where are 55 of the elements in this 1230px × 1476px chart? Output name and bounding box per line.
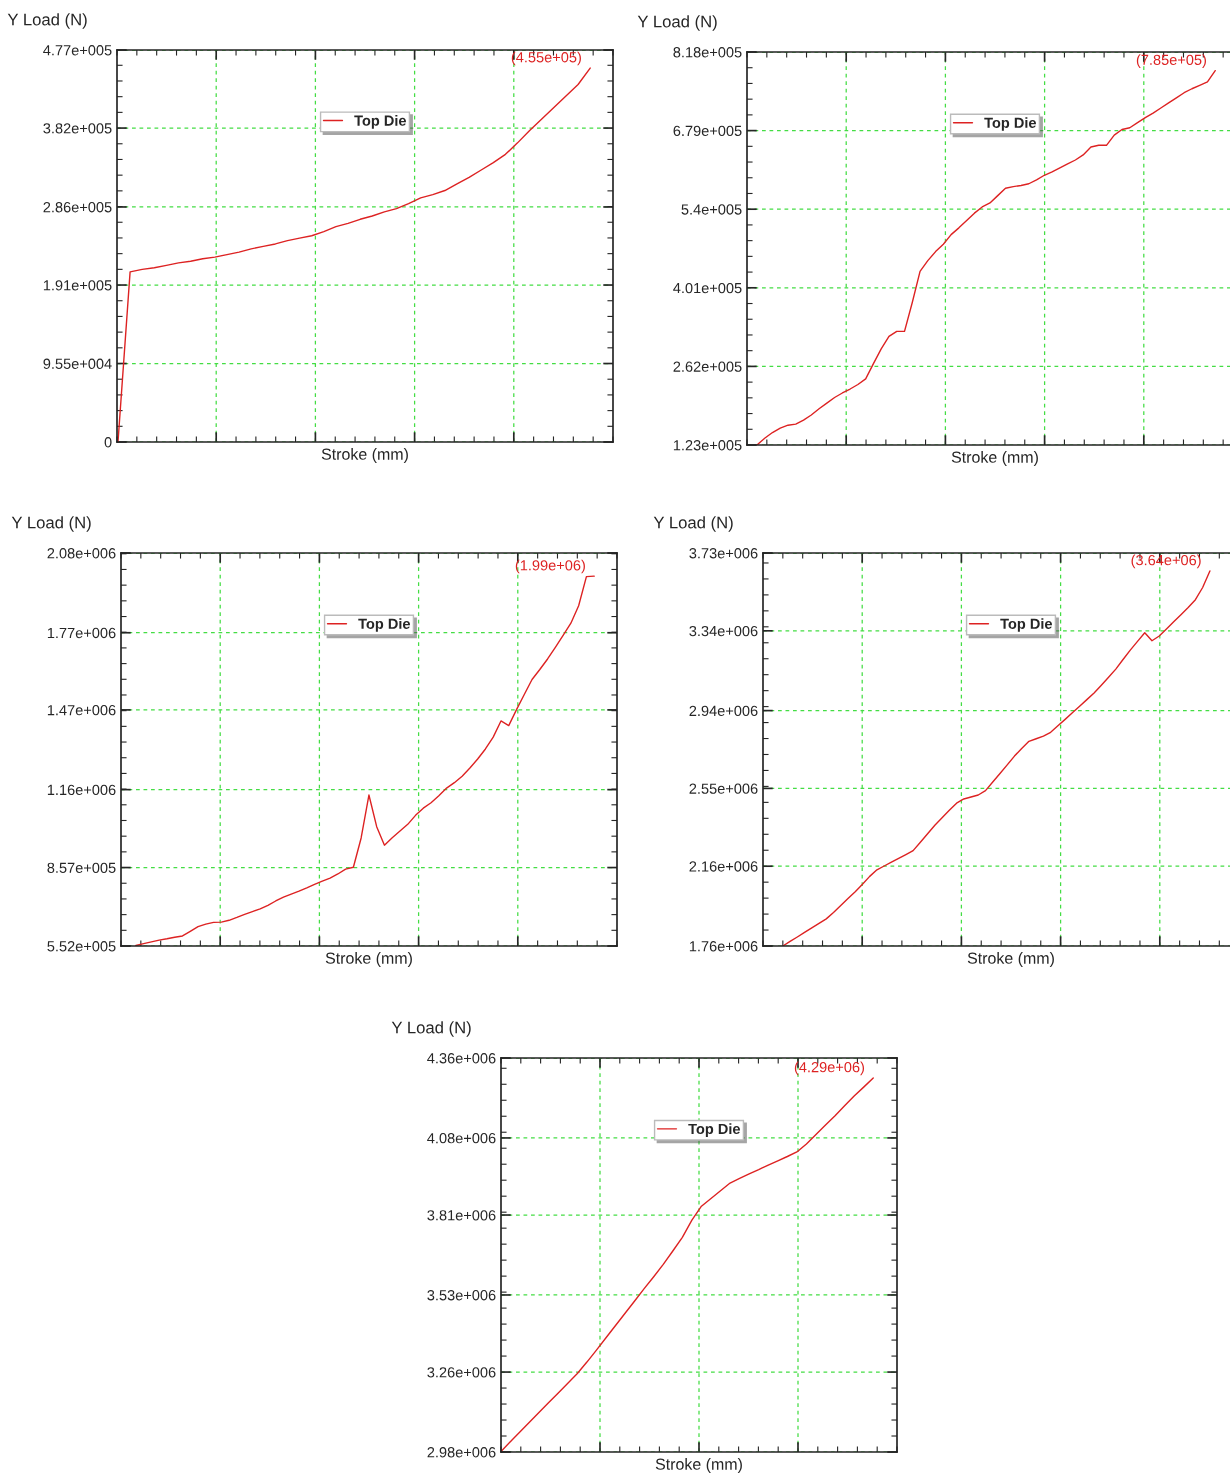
y-tick-label: 2.55e+006 xyxy=(689,783,758,794)
y-tick-label: 3.73e+006 xyxy=(689,548,758,559)
y-tick-label: 3.81e+006 xyxy=(427,1210,496,1221)
y-tick-label: 2.08e+006 xyxy=(47,548,116,559)
y-tick-label: 1.23e+005 xyxy=(673,440,742,451)
legend-label: Top Die xyxy=(358,618,411,632)
y-tick-label: 4.36e+006 xyxy=(427,1053,496,1064)
y-tick-label: 4.01e+005 xyxy=(673,282,742,294)
y-tick-label: 2.94e+006 xyxy=(689,705,758,717)
y-axis-title: Y Load (N) xyxy=(7,13,87,29)
y-tick-label: 8.57e+005 xyxy=(47,862,116,873)
y-axis-title: Y Load (N) xyxy=(11,516,91,532)
y-tick-label: 2.86e+005 xyxy=(43,202,112,213)
x-axis-title: Stroke (mm) xyxy=(951,451,1038,466)
line-series xyxy=(782,570,1211,946)
legend-label: Top Die xyxy=(984,117,1037,131)
y-tick-label: 3.34e+006 xyxy=(689,625,758,637)
y-tick-label: 2.98e+006 xyxy=(427,1447,496,1458)
y-tick-label: 4.08e+006 xyxy=(427,1133,496,1144)
y-tick-label: 5.4e+005 xyxy=(681,204,742,215)
legend-label: Top Die xyxy=(688,1123,741,1137)
legend-label: Top Die xyxy=(354,115,407,129)
y-tick-label: 0 xyxy=(104,437,112,448)
y-tick-label: 1.47e+006 xyxy=(47,704,116,716)
y-tick-label: 3.26e+006 xyxy=(427,1367,496,1378)
y-tick-label: 3.82e+005 xyxy=(43,123,112,134)
y-tick-label: 2.16e+006 xyxy=(689,861,758,872)
x-axis-title: Stroke (mm) xyxy=(321,448,408,463)
y-axis-title: Y Load (N) xyxy=(391,1021,471,1037)
y-tick-label: 1.91e+005 xyxy=(43,280,112,291)
annotation: (7.85e+05) xyxy=(1136,54,1206,68)
y-tick-label: 1.76e+006 xyxy=(689,941,758,952)
line-series xyxy=(756,69,1216,445)
x-axis-title: Stroke (mm) xyxy=(967,952,1054,967)
y-tick-label: 2.62e+005 xyxy=(673,361,742,372)
x-axis-title: Stroke (mm) xyxy=(325,952,412,967)
y-axis-title: Y Load (N) xyxy=(653,516,733,532)
x-axis-title: Stroke (mm) xyxy=(655,1458,742,1473)
legend-label: Top Die xyxy=(1000,618,1053,632)
y-tick-label: 1.77e+006 xyxy=(47,627,116,639)
annotation: (3.64e+06) xyxy=(1131,554,1201,569)
y-tick-label: 8.18e+005 xyxy=(673,47,742,58)
y-axis-title: Y Load (N) xyxy=(637,15,717,31)
y-tick-label: 5.52e+005 xyxy=(47,941,116,952)
y-tick-label: 9.55e+004 xyxy=(43,358,112,369)
annotation: (1.99e+06) xyxy=(515,559,585,574)
y-tick-label: 3.53e+006 xyxy=(427,1290,496,1301)
y-tick-label: 1.16e+006 xyxy=(47,784,116,796)
annotation: (4.29e+06) xyxy=(794,1061,865,1076)
y-tick-label: 4.77e+005 xyxy=(43,45,112,56)
annotation: (4.55e+05) xyxy=(511,51,581,66)
line-series xyxy=(117,67,591,442)
y-tick-label: 6.79e+005 xyxy=(673,125,742,137)
line-series xyxy=(135,575,595,946)
line-series xyxy=(501,1077,874,1452)
